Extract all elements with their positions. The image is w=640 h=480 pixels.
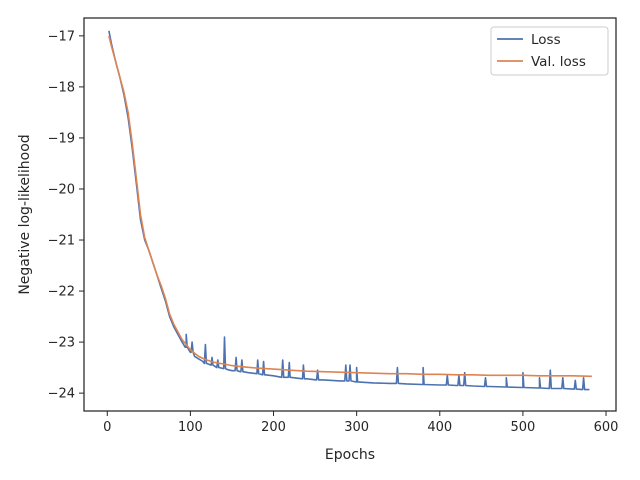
legend: Loss Val. loss [490, 26, 609, 76]
y-axis-label: Negative log-likelihood [17, 134, 33, 294]
series-line-val-loss [108, 35, 592, 378]
x-axis-label: Epochs [325, 447, 375, 463]
y-axis: −17 −18 −19 −20 −21 −22 −23 −24 [48, 29, 84, 402]
y-tick-label: −19 [48, 131, 75, 146]
plot-area [108, 30, 592, 391]
legend-label-val-loss: Val. loss [531, 54, 586, 70]
x-tick-label: 500 [510, 420, 535, 435]
x-tick-label: 400 [427, 420, 452, 435]
legend-label-loss: Loss [531, 32, 561, 48]
x-tick-label: 600 [594, 420, 619, 435]
y-tick-label: −21 [48, 234, 75, 249]
y-tick-label: −22 [48, 285, 75, 300]
x-axis: 0 100 200 300 400 500 600 [103, 411, 618, 435]
y-tick-label: −20 [48, 182, 75, 197]
y-tick-label: −18 [48, 80, 75, 95]
x-tick-label: 300 [344, 420, 369, 435]
series-line-loss [108, 30, 590, 391]
plot-frame [83, 17, 617, 412]
y-tick-label: −24 [48, 387, 75, 402]
y-tick-label: −23 [48, 336, 75, 351]
y-tick-label: −17 [48, 29, 75, 44]
x-tick-label: 0 [103, 420, 111, 435]
x-tick-label: 200 [261, 420, 286, 435]
x-tick-label: 100 [178, 420, 203, 435]
